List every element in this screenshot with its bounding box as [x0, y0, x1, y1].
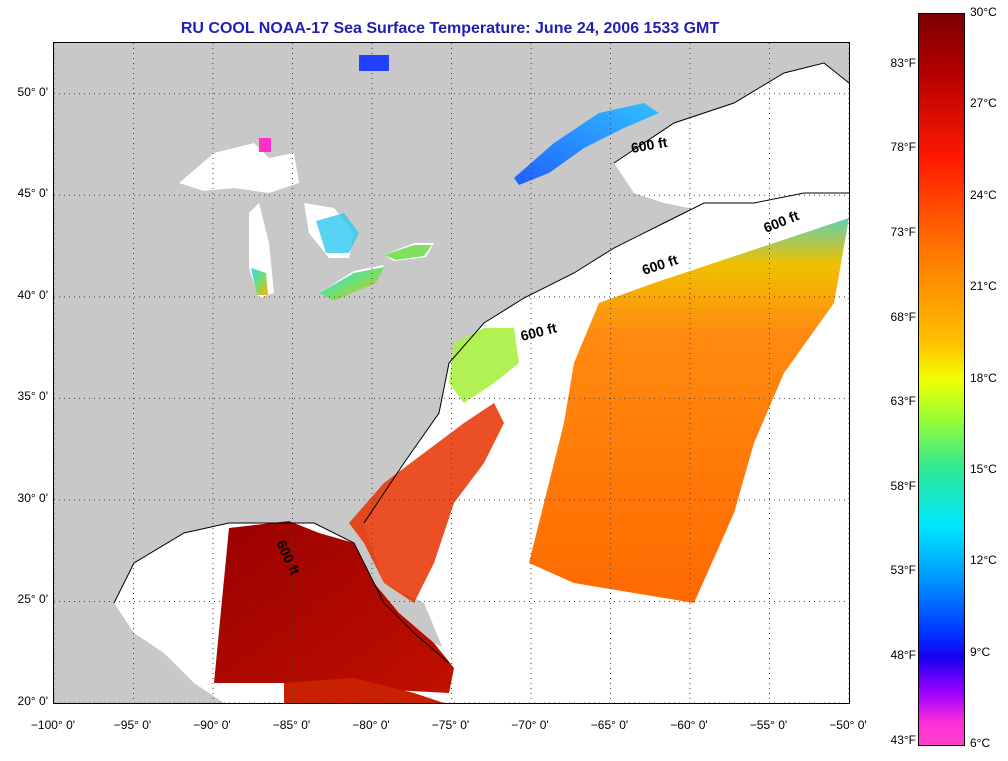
sst-lake-ontario [384, 245, 432, 260]
celsius-label: 15°C [970, 461, 997, 476]
celsius-label: 18°C [970, 370, 997, 385]
sst-lake-huron [316, 213, 359, 253]
sst-data-layer [214, 55, 849, 703]
sst-gulf [214, 521, 454, 693]
fahrenheit-label: 83°F [890, 55, 916, 70]
graticule [54, 43, 849, 703]
temperature-colorbar [918, 13, 965, 746]
lake-superior [179, 143, 299, 193]
contour-label: 600 ft [630, 134, 669, 156]
sst-lake-michigan [251, 268, 268, 295]
latitude-label: 20° 0' [17, 694, 48, 708]
longitude-label: −55° 0' [749, 718, 788, 732]
celsius-label: 12°C [970, 553, 997, 568]
longitude-label: −60° 0' [670, 718, 708, 732]
longitude-label: −90° 0' [193, 718, 231, 732]
fahrenheit-label: 53°F [890, 563, 916, 578]
sst-superior-spot [259, 138, 271, 152]
sst-southeast-coast [349, 403, 504, 603]
fahrenheit-label: 68°F [890, 309, 916, 324]
longitude-label: −100° 0' [30, 718, 76, 732]
longitude-label: −70° 0' [511, 718, 549, 732]
sst-map[interactable]: 600 ft 600 ft 600 ft 600 ft 600 ft [53, 42, 850, 704]
sst-lake-nipigon-spot [359, 55, 389, 71]
fahrenheit-label: 63°F [890, 394, 916, 409]
latitude-label: 30° 0' [17, 490, 48, 505]
longitude-label: −80° 0' [352, 718, 390, 732]
sst-swath [529, 218, 849, 603]
longitude-label: −95° 0' [113, 718, 152, 732]
celsius-label: 21°C [970, 279, 997, 294]
longitude-label: −65° 0' [590, 718, 629, 732]
sst-st-lawrence [514, 103, 659, 185]
latitude-label: 35° 0' [17, 389, 48, 404]
celsius-label: 6°C [970, 736, 991, 750]
sst-map-canvas: 600 ft 600 ft 600 ft 600 ft 600 ft [54, 43, 849, 703]
fahrenheit-label: 58°F [890, 478, 916, 493]
sst-mid-atlantic-shelf [449, 328, 519, 403]
longitude-label: −50° 0' [829, 718, 867, 732]
fahrenheit-label: 73°F [890, 224, 916, 239]
latitude-label: 40° 0' [17, 287, 48, 302]
sst-caribbean [284, 678, 444, 703]
coastline [113, 62, 849, 664]
fahrenheit-label: 43°F [890, 732, 916, 747]
latitude-label: 45° 0' [17, 186, 48, 201]
celsius-label: 24°C [970, 187, 997, 202]
sst-lake-erie [319, 267, 384, 301]
longitude-label: −85° 0' [272, 718, 311, 732]
celsius-label: 9°C [970, 644, 991, 659]
latitude-label: 25° 0' [17, 592, 48, 607]
fahrenheit-label: 48°F [890, 648, 916, 662]
fahrenheit-label: 78°F [890, 140, 916, 155]
latitude-label: 50° 0' [17, 84, 48, 99]
map-title: RU COOL NOAA-17 Sea Surface Temperature:… [180, 20, 720, 37]
gulf-st-lawrence [614, 63, 849, 223]
longitude-label: −75° 0' [431, 718, 470, 732]
celsius-label: 30°C [970, 5, 997, 19]
celsius-label: 27°C [970, 96, 997, 111]
